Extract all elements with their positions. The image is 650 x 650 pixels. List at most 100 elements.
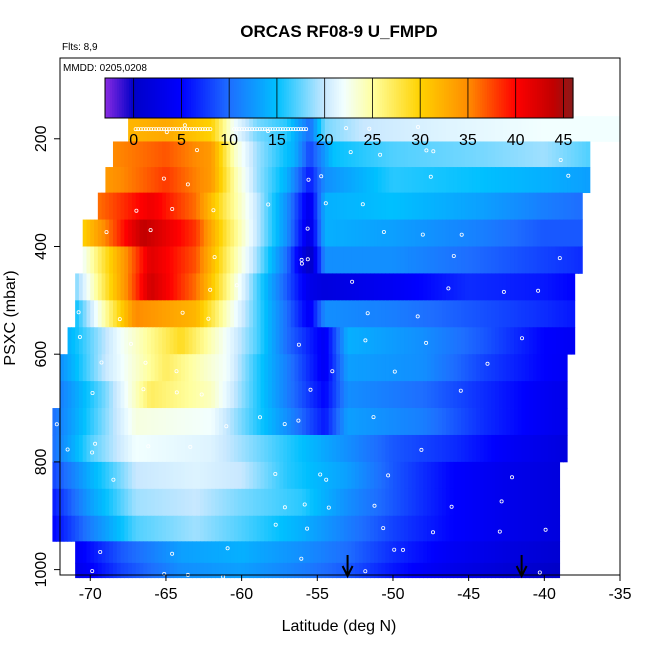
heatmap-cell <box>423 381 428 409</box>
heatmap-cell <box>461 327 466 355</box>
observation-point <box>350 279 355 284</box>
heatmap-cell <box>177 192 182 220</box>
heatmap-cell <box>563 300 568 328</box>
heatmap-cell <box>313 461 318 490</box>
heatmap-cell <box>196 192 201 220</box>
colorbar-cell <box>124 78 128 118</box>
heatmap-cell <box>112 408 118 436</box>
heatmap-cell <box>116 381 122 409</box>
colorbar-cell <box>243 78 247 118</box>
heatmap-cell <box>389 381 394 409</box>
heatmap-cell <box>154 434 159 463</box>
heatmap-layer <box>97 192 583 220</box>
heatmap-cell <box>211 116 216 142</box>
heatmap-cell <box>498 246 504 274</box>
heatmap-cell <box>483 408 489 436</box>
heatmap-cell <box>498 354 504 382</box>
heatmap-cell <box>445 381 451 409</box>
heatmap-cell <box>464 273 470 301</box>
heatmap-cell <box>124 488 129 517</box>
heatmap-cell <box>362 515 368 542</box>
heatmap-cell <box>408 300 413 328</box>
heatmap-cell <box>143 541 148 564</box>
heatmap-cell <box>347 461 352 490</box>
heatmap-cell <box>139 141 144 168</box>
heatmap-cell <box>445 167 451 194</box>
heatmap-cell <box>324 327 330 355</box>
heatmap-cell <box>162 515 167 542</box>
heatmap-cell <box>150 461 156 490</box>
heatmap-cell <box>90 273 95 301</box>
heatmap-cell <box>442 116 447 142</box>
heatmap-cell <box>162 219 167 247</box>
heatmap-cell <box>559 381 564 409</box>
heatmap-cell <box>408 219 413 247</box>
heatmap-cell <box>377 116 383 142</box>
heatmap-cell <box>71 515 76 542</box>
observation-point <box>420 232 425 237</box>
heatmap-cell <box>476 408 481 436</box>
observation-point <box>148 228 153 233</box>
heatmap-cell <box>551 246 557 274</box>
heatmap-cell <box>162 541 167 564</box>
heatmap-cell <box>181 562 186 579</box>
colorbar-cell <box>498 78 502 118</box>
observation-point <box>197 127 202 132</box>
observation-point <box>360 202 365 207</box>
heatmap-cell <box>332 461 337 490</box>
heatmap-cell <box>411 461 417 490</box>
heatmap-cell <box>532 141 538 168</box>
heatmap-cell <box>245 408 250 436</box>
heatmap-cell <box>275 461 281 490</box>
heatmap-cell <box>411 273 417 301</box>
heatmap-cell <box>124 141 129 168</box>
observation-point <box>296 127 301 132</box>
heatmap-cell <box>408 327 413 355</box>
heatmap-cell <box>423 515 428 542</box>
heatmap-cell <box>347 300 352 328</box>
heatmap-cell <box>120 562 125 579</box>
heatmap-cell <box>559 246 564 274</box>
heatmap-cell <box>287 327 292 355</box>
heatmap-cell <box>188 167 194 194</box>
colorbar-cell <box>451 78 455 118</box>
heatmap-cell <box>480 141 485 168</box>
heatmap-cell <box>370 141 375 168</box>
heatmap-cell <box>313 273 318 301</box>
heatmap-cell <box>305 488 311 517</box>
heatmap-cell <box>309 562 315 579</box>
heatmap-cell <box>94 541 99 564</box>
heatmap-cell <box>389 434 394 463</box>
heatmap-cell <box>563 327 568 355</box>
heatmap-cell <box>415 246 421 274</box>
observation-point <box>268 127 273 132</box>
heatmap-cell <box>321 219 326 247</box>
heatmap-cell <box>245 515 250 542</box>
heatmap-cell <box>309 141 315 168</box>
heatmap-cell <box>487 327 492 355</box>
heatmap-cell <box>483 219 489 247</box>
heatmap-cell <box>480 562 485 579</box>
heatmap-cell <box>415 116 421 142</box>
observation-point <box>250 127 255 132</box>
heatmap-cell <box>184 461 190 490</box>
heatmap-cell <box>184 381 190 409</box>
heatmap-cell <box>139 354 144 382</box>
colorbar-cell <box>236 78 240 118</box>
heatmap-cell <box>124 300 129 328</box>
heatmap-cell <box>480 354 485 382</box>
heatmap-cell <box>559 219 564 247</box>
heatmap-cell <box>510 488 515 517</box>
heatmap-cell <box>400 562 405 579</box>
heatmap-cell <box>218 141 224 168</box>
heatmap-cell <box>548 562 553 579</box>
heatmap-cell <box>355 300 360 328</box>
heatmap-cell <box>396 408 402 436</box>
heatmap-cell <box>135 141 141 168</box>
heatmap-cell <box>453 192 458 220</box>
heatmap-cell <box>366 327 371 355</box>
heatmap-cell <box>445 327 451 355</box>
heatmap-cell <box>86 408 91 436</box>
heatmap-cell <box>570 116 576 142</box>
heatmap-cell <box>181 434 186 463</box>
